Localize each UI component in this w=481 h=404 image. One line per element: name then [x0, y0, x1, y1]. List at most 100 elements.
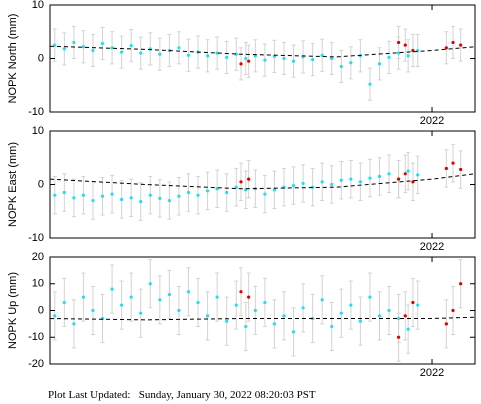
y-tick-label: 0	[38, 178, 44, 190]
point	[358, 319, 362, 323]
point	[377, 174, 382, 179]
point	[62, 190, 66, 195]
point	[247, 59, 251, 63]
point	[205, 314, 210, 318]
y-tick-label: -10	[28, 106, 44, 118]
y-axis-label: NOPK Up (mm)	[7, 272, 19, 349]
point	[239, 180, 243, 184]
point	[403, 172, 407, 176]
point	[205, 54, 210, 58]
point	[282, 314, 286, 318]
point	[72, 322, 76, 326]
point	[129, 295, 133, 299]
point	[53, 193, 57, 197]
point	[167, 198, 171, 203]
point	[406, 169, 410, 173]
y-tick-label: -10	[28, 331, 44, 343]
point	[53, 314, 57, 318]
point	[330, 56, 334, 61]
x-tick-label: 2022	[420, 241, 444, 253]
point	[349, 303, 353, 307]
point	[100, 41, 105, 46]
point	[451, 161, 455, 165]
point	[186, 190, 191, 195]
point	[139, 311, 143, 315]
point	[205, 189, 210, 193]
point	[451, 308, 455, 313]
point	[62, 47, 66, 51]
y-tick-label: 0	[38, 304, 44, 316]
point	[81, 295, 86, 299]
point	[110, 287, 114, 291]
point	[444, 166, 448, 171]
point	[158, 52, 162, 56]
point	[247, 177, 251, 181]
point	[263, 58, 267, 62]
point	[272, 322, 277, 326]
point	[120, 197, 124, 202]
y-axis-label: NOPK North (mm)	[7, 14, 19, 104]
y-tick-label: -20	[28, 358, 44, 370]
point	[291, 59, 296, 63]
point	[403, 43, 407, 47]
point	[186, 53, 191, 57]
point	[377, 62, 382, 66]
point	[196, 300, 200, 305]
point	[339, 178, 343, 182]
point	[225, 319, 229, 323]
point	[320, 180, 324, 184]
point	[416, 173, 420, 177]
point	[263, 300, 267, 305]
point	[444, 46, 448, 50]
y-tick-label: 20	[32, 251, 44, 263]
plot-frame	[49, 130, 476, 239]
point	[91, 48, 95, 53]
point	[81, 193, 86, 197]
point	[177, 46, 181, 50]
point	[139, 51, 143, 55]
point	[459, 282, 463, 286]
point	[377, 314, 382, 318]
point	[416, 303, 420, 307]
point	[225, 190, 229, 195]
point	[167, 292, 171, 297]
y-tick-label: -10	[28, 232, 44, 244]
point	[158, 196, 162, 201]
point	[406, 54, 410, 58]
point	[301, 306, 305, 310]
y-tick-label: 10	[32, 278, 44, 290]
point	[186, 290, 191, 294]
point	[239, 290, 243, 294]
point	[291, 330, 296, 334]
point	[253, 308, 257, 313]
x-tick-label: 2022	[420, 115, 444, 127]
chart: -10 0 10 2022 NOPK North (mm) -10 0 10 2022 NOPK …	[7, 0, 476, 379]
point	[177, 308, 181, 313]
point	[62, 300, 66, 305]
point	[396, 316, 401, 321]
point	[368, 176, 372, 180]
point	[387, 55, 391, 60]
point	[291, 183, 296, 188]
point	[239, 62, 243, 66]
point	[339, 311, 343, 315]
point	[129, 196, 133, 200]
y-tick-label: 0	[38, 52, 44, 64]
point	[349, 177, 353, 181]
point	[339, 64, 343, 69]
point	[396, 51, 401, 55]
footer: Plot Last Updated: Sunday, January 30, 2…	[48, 389, 316, 401]
point	[120, 50, 124, 54]
point	[234, 185, 238, 189]
point	[444, 322, 448, 326]
point	[263, 192, 267, 196]
point	[91, 308, 95, 313]
point	[91, 198, 95, 203]
point	[247, 295, 251, 299]
point	[403, 314, 407, 318]
point	[244, 56, 248, 61]
trend-line	[49, 173, 476, 190]
point	[396, 40, 401, 45]
point	[129, 44, 133, 48]
